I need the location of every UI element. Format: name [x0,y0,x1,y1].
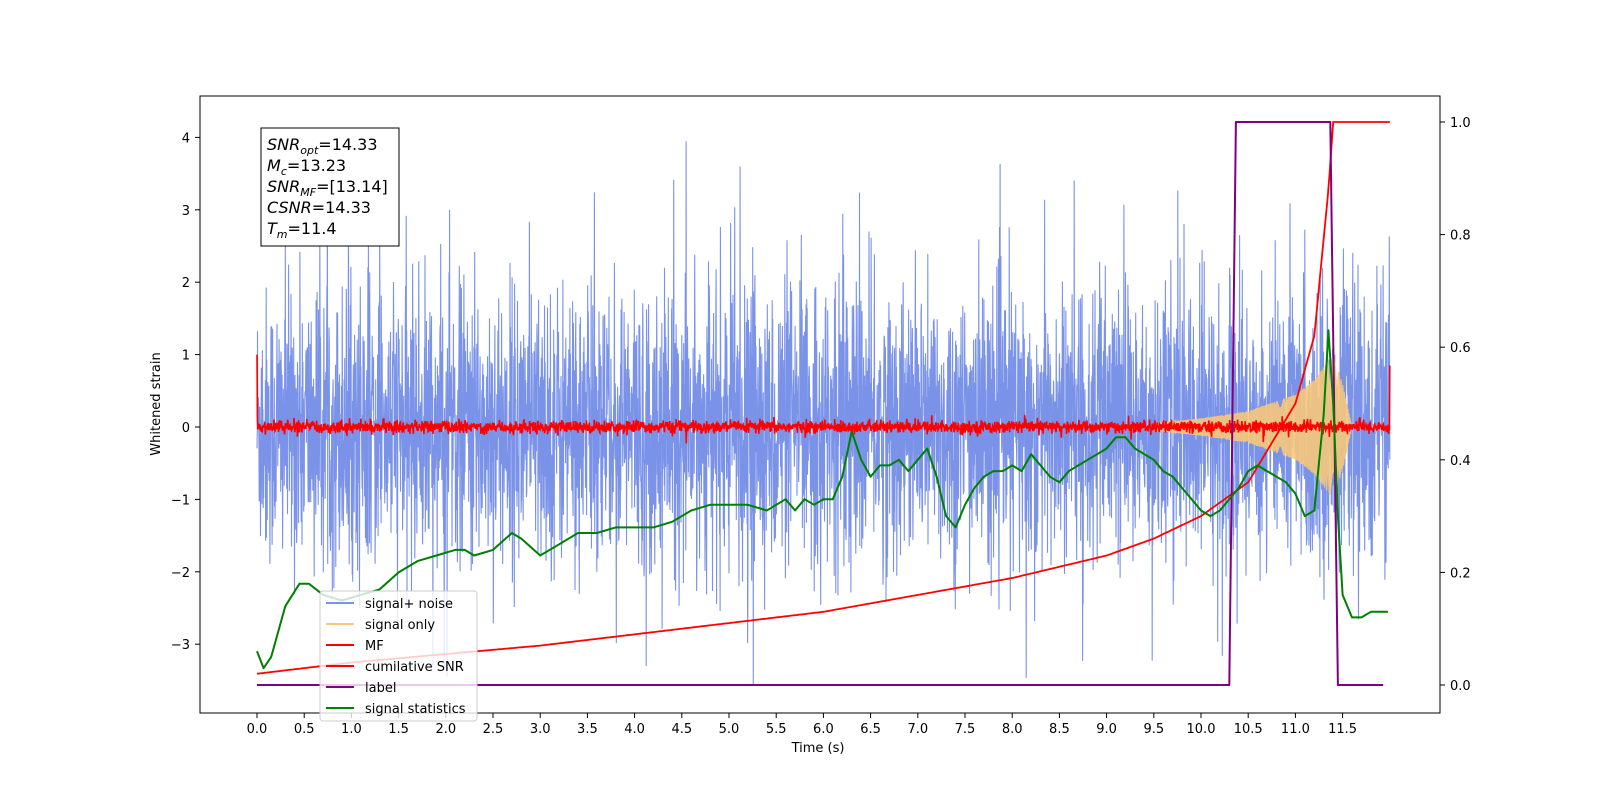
y2-tick-label: 0.0 [1450,679,1471,694]
x-tick-label: 10.0 [1187,722,1216,737]
legend-frame [319,590,478,722]
annotation-subscript: MF [300,186,316,199]
x-tick-label: 3.5 [577,722,598,737]
annotation-box: SNRopt=14.33Mc=13.23SNRMF=[13.14]CSNR=14… [260,127,400,247]
annotation-value: =[13.14] [316,177,388,196]
annotation-subscript: c [281,165,287,178]
annotation-frame [260,127,400,247]
annotation-subscript: m [277,228,288,241]
x-tick-label: 11.5 [1328,722,1357,737]
legend-label: signal+ noise [365,597,453,612]
legend: signal+ noise signal only MF cumilative SNR… [319,590,478,722]
x-tick-label: 8.0 [1002,722,1023,737]
mf-line [256,354,1391,444]
annotation-value: =13.23 [287,156,346,175]
y-tick-label: 1 [182,349,190,364]
y2-tick-label: 0.6 [1450,341,1471,356]
y-tick-label: 3 [182,204,190,219]
x-tick-label: 0.5 [294,722,315,737]
x-tick-label: 4.0 [624,722,645,737]
annotation-variable: M [267,156,281,175]
annotation-line: SNRopt=14.33 [267,135,378,157]
x-axis: 0.0 0.5 1.0 1.5 2.0 2.5 3.0 3.5 4.0 4.5 5.0 5.5 6.0 6… [247,713,1357,737]
x-axis-label: Time (s) [791,741,845,756]
annotation-variable: CSNR [267,198,312,217]
legend-label: signal statistics [365,702,466,717]
plot-frame [199,95,1441,714]
annotation-line: CSNR=14.33 [267,198,371,217]
y2-tick-label: 0.4 [1450,454,1471,469]
y-tick-label: −1 [171,493,190,508]
label-line [257,121,1384,686]
x-tick-label: 9.5 [1143,722,1164,737]
legend-label: signal only [365,618,435,633]
x-tick-label: 1.5 [388,722,409,737]
x-tick-label: 9.0 [1096,722,1117,737]
legend-label: cumilative SNR [365,660,464,675]
y-tick-label: −3 [171,638,190,653]
legend-label: MF [365,639,384,654]
annotation-line: Tm=11.4 [267,219,337,241]
x-tick-label: 11.0 [1281,722,1310,737]
y-tick-label: 0 [182,421,190,436]
y-tick-label: −2 [171,566,190,581]
y-axis-right: 0.0 0.2 0.4 0.6 0.8 1.0 [1440,116,1471,694]
x-tick-label: 5.5 [766,722,787,737]
x-tick-label: 7.5 [955,722,976,737]
x-tick-label: 10.5 [1234,722,1263,737]
annotation-line: SNRMF=[13.14] [267,177,388,199]
x-tick-label: 4.5 [671,722,692,737]
y-axis-label: Whitened strain [149,352,164,455]
annotation-variable: SNR [267,135,300,154]
annotation-line: Mc=13.23 [267,156,346,178]
signal-statistics-line [256,329,1388,670]
y2-tick-label: 0.8 [1450,229,1471,244]
annotation-value: =11.4 [288,219,337,238]
annotation-variable: SNR [267,177,300,196]
signal-only-line [1153,355,1353,495]
x-tick-label: 5.0 [719,722,740,737]
x-tick-label: 2.5 [483,722,504,737]
x-tick-label: 6.0 [813,722,834,737]
x-tick-label: 0.0 [247,722,268,737]
x-tick-label: 2.0 [435,722,456,737]
annotation-value: =14.33 [318,135,377,154]
legend-label: label [365,681,396,696]
y-tick-label: 4 [182,131,190,146]
y-tick-label: 2 [182,276,190,291]
y-axis-left: −3 −2 −1 0 1 2 3 4 [171,131,200,653]
x-tick-label: 6.5 [860,722,881,737]
y2-tick-label: 0.2 [1450,566,1471,581]
annotation-value: =14.33 [312,198,371,217]
annotation-subscript: opt [300,144,319,157]
y2-tick-label: 1.0 [1450,116,1471,131]
x-tick-label: 8.5 [1049,722,1070,737]
x-tick-label: 7.0 [907,722,928,737]
x-tick-label: 3.0 [530,722,551,737]
annotation-variable: T [267,219,278,238]
x-tick-label: 1.0 [341,722,362,737]
